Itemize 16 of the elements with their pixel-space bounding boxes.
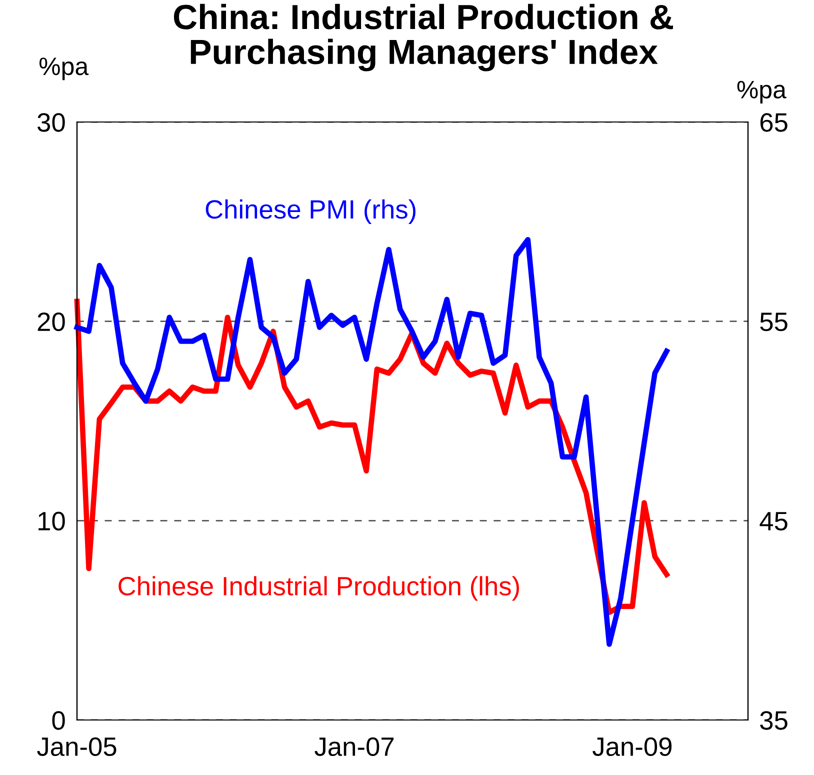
y2-axis-title: %pa (737, 80, 786, 104)
series-label: Chinese Industrial Production (lhs) (118, 576, 519, 601)
y2-tick-label: 65 (760, 113, 788, 132)
series-label: Chinese PMI (rhs) (206, 199, 416, 224)
x-tick-label: Jan-09 (592, 737, 672, 756)
y2-tick-label: 35 (760, 711, 788, 730)
y-tick-label: 0 (52, 711, 65, 730)
y-tick-label: 30 (38, 113, 65, 132)
y2-tick-label: 55 (760, 312, 788, 332)
x-tick-label: Jan-07 (314, 737, 394, 756)
chart-title: China: Industrial Production & Purchasing Managers' Index (174, 4, 673, 72)
y2-tick-label: 45 (760, 512, 788, 530)
x-tick-label: Jan-05 (37, 737, 116, 756)
y-tick-label: 20 (38, 312, 65, 332)
y-axis-title: %pa (39, 58, 89, 80)
y-tick-label: 10 (38, 512, 65, 530)
